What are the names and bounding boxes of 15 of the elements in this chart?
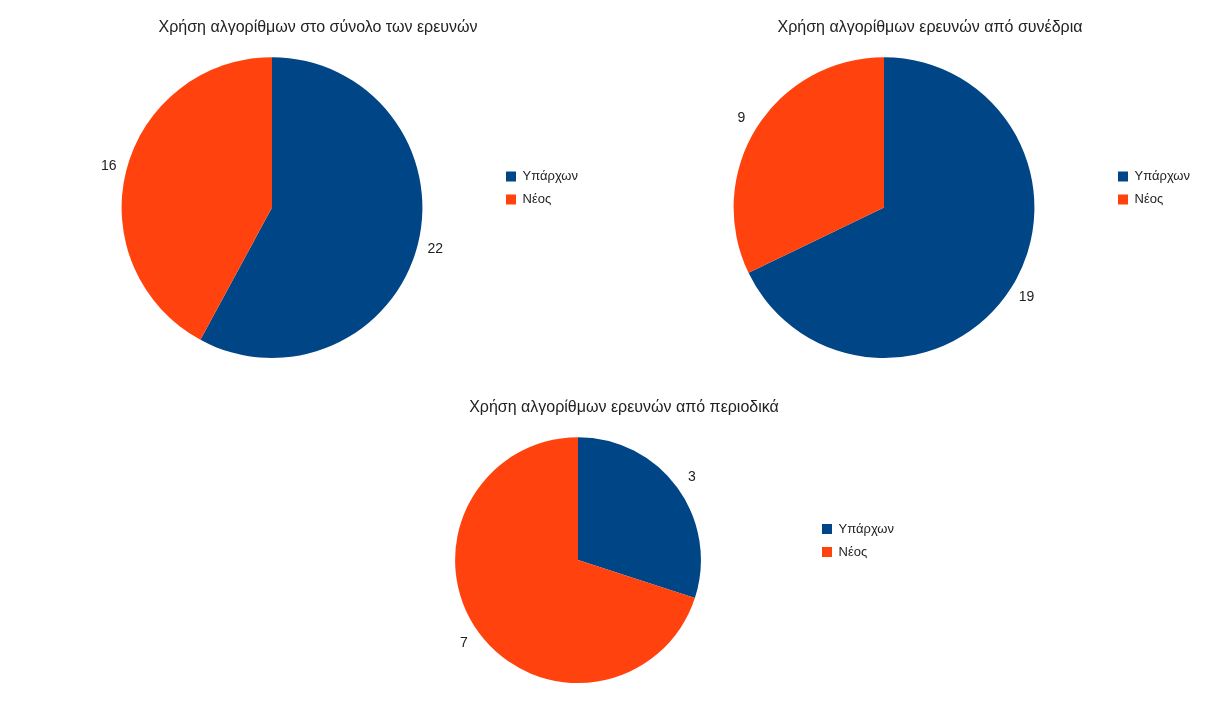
legend-label: Υπάρχων bbox=[1134, 168, 1191, 184]
data-label: 7 bbox=[460, 633, 469, 650]
legend-label: Υπάρχων bbox=[522, 168, 579, 184]
chart-title: Χρήση αλγορίθμων ερευνών από συνέδρια bbox=[777, 18, 1083, 36]
data-label: 22 bbox=[427, 239, 444, 256]
legend-label: Υπάρχων bbox=[838, 520, 895, 536]
legend-label: Νέος bbox=[522, 191, 552, 207]
chart-title: Χρήση αλγορίθμων στο σύνολο των ερευνών bbox=[158, 18, 478, 36]
legend-label: Νέος bbox=[838, 543, 868, 559]
data-label: 9 bbox=[737, 108, 746, 125]
chart-title: Χρήση αλγορίθμων ερευνών από περιοδικά bbox=[469, 398, 779, 416]
data-label: 3 bbox=[688, 468, 697, 485]
data-label: 19 bbox=[1018, 288, 1035, 305]
legend-label: Νέος bbox=[1134, 191, 1164, 207]
data-label: 16 bbox=[100, 157, 117, 174]
